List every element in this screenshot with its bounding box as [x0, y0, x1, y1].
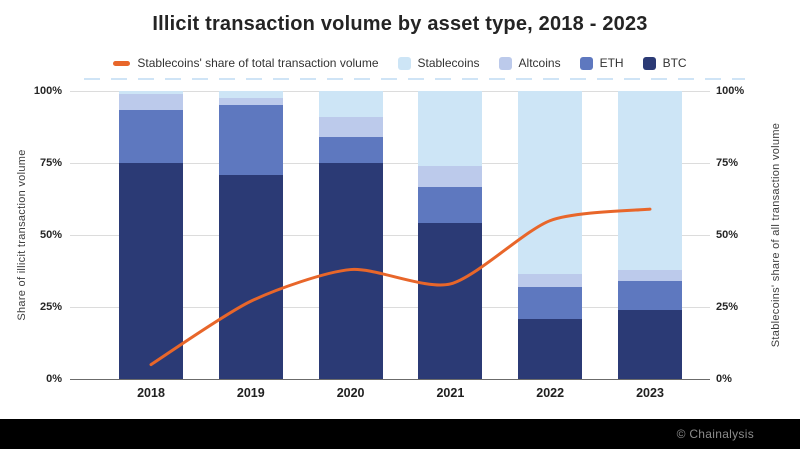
x-label-2020: 2020: [336, 386, 365, 400]
bar-segment-altcoins-2022: [518, 273, 583, 287]
legend-item-line: Stablecoins' share of total transaction …: [113, 56, 379, 70]
bar-segment-stablecoins-2021: [418, 91, 483, 166]
bar-segment-btc-2019: [218, 174, 283, 379]
y-tick-left-0: 0%: [46, 373, 62, 385]
bar-segment-stablecoins-2020: [318, 91, 383, 117]
bar-segment-eth-2023: [618, 281, 682, 310]
bar-segment-eth-2021: [418, 187, 483, 224]
y-tick-left-25: 25%: [39, 301, 62, 313]
gridline-100: [70, 91, 710, 92]
x-label-2018: 2018: [137, 386, 165, 400]
bar-segment-btc-2022: [518, 318, 583, 379]
legend-item-label: ETH: [599, 56, 624, 70]
chart-title: Illicit transaction volume by asset type…: [152, 13, 648, 35]
bar-segment-btc-2020: [318, 163, 383, 379]
legend-item-label: Stablecoins: [417, 56, 480, 70]
bar-segment-altcoins-2018: [119, 93, 183, 110]
y-tick-left-100: 100%: [33, 85, 62, 97]
legend-item-eth: ETH: [579, 56, 624, 70]
bar-segment-eth-2019: [218, 105, 283, 175]
altcoins-swatch-icon: [498, 56, 512, 70]
legend-item-stablecoins: Stablecoins: [397, 56, 480, 70]
legend-item-btc: BTC: [642, 56, 687, 70]
bar-segment-altcoins-2023: [618, 269, 682, 282]
bar-segment-stablecoins-2018: [119, 91, 183, 94]
btc-swatch-icon: [642, 56, 656, 70]
x-label-2022: 2022: [536, 386, 565, 400]
bar-segment-btc-2018: [119, 163, 183, 379]
line-swatch-icon: [113, 60, 131, 66]
bar-segment-eth-2018: [119, 109, 183, 163]
bar-segment-eth-2022: [518, 286, 583, 319]
left-axis-title: Share of illicit transaction volume: [16, 149, 28, 321]
y-tick-right-0: 0%: [716, 373, 732, 385]
bar-segment-stablecoins-2019: [218, 91, 283, 99]
legend: Stablecoins' share of total transaction …: [0, 55, 800, 71]
credit-text: © Chainalysis: [676, 427, 754, 441]
y-tick-right-50: 50%: [716, 229, 739, 241]
bar-segment-altcoins-2021: [418, 165, 483, 188]
bar-segment-altcoins-2019: [218, 98, 283, 106]
bar-segment-altcoins-2020: [318, 116, 383, 138]
legend-item-label: Stablecoins' share of total transaction …: [137, 56, 379, 70]
y-tick-right-75: 75%: [716, 157, 739, 169]
stablecoins-swatch-icon: [397, 56, 411, 70]
right-axis-title: Stablecoins' share of all transaction vo…: [770, 122, 782, 348]
bar-segment-eth-2020: [318, 137, 383, 163]
top-dashed-border: [84, 78, 745, 80]
x-label-2023: 2023: [636, 386, 664, 400]
footer-bar: © Chainalysis: [0, 419, 800, 449]
x-label-2019: 2019: [236, 386, 265, 400]
y-tick-right-25: 25%: [716, 301, 739, 313]
gridline-0: [70, 379, 710, 380]
y-tick-left-75: 75%: [39, 157, 62, 169]
y-tick-right-100: 100%: [716, 85, 745, 97]
gridline-75: [70, 163, 710, 164]
x-label-2021: 2021: [436, 386, 465, 400]
bar-segment-btc-2023: [618, 309, 682, 379]
y-tick-left-50: 50%: [39, 229, 62, 241]
bar-segment-stablecoins-2022: [518, 91, 583, 274]
eth-swatch-icon: [579, 56, 593, 70]
bar-segment-btc-2021: [418, 223, 483, 379]
legend-item-label: Altcoins: [518, 56, 561, 70]
bar-segment-stablecoins-2023: [618, 91, 682, 270]
legend-item-label: BTC: [662, 56, 687, 70]
legend-item-altcoins: Altcoins: [498, 56, 561, 70]
